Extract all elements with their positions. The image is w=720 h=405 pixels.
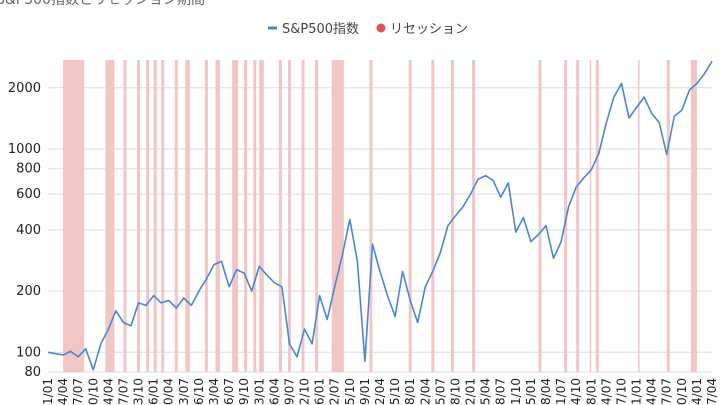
x-tick-label: 9/01 xyxy=(358,378,372,405)
recession-band xyxy=(185,60,190,372)
recession-band xyxy=(595,60,599,372)
x-tick-label: 1/07 xyxy=(554,378,568,405)
recession-band xyxy=(153,60,157,372)
recession-band xyxy=(301,60,305,372)
x-tick-label: 7/07 xyxy=(71,378,85,405)
x-tick-label: 4/04 xyxy=(645,378,659,405)
recession-band xyxy=(369,60,373,372)
y-tick-label: 1000 xyxy=(8,142,41,157)
series-line-0 xyxy=(47,60,713,371)
x-tick-label: 6/10 xyxy=(192,378,206,405)
chart-title: S&P500指数とリセッション期間 xyxy=(0,0,205,8)
x-tick-label: 0/04 xyxy=(162,378,176,405)
x-tick-label: 2/04 xyxy=(373,378,387,405)
recession-band xyxy=(472,60,476,372)
y-tick-label: 80 xyxy=(24,365,41,380)
x-tick-label: 5/01 xyxy=(524,378,538,405)
legend-label-1: リセッション xyxy=(390,22,468,37)
x-tick-label: 8/01 xyxy=(584,378,598,405)
x-tick-label: 7/04 xyxy=(705,378,719,405)
x-axis-ticks: 1/01 4/04 7/07 0/10 4/04 7/07 3/10 6/01 0/04 3/07… xyxy=(41,378,719,405)
recession-band xyxy=(204,60,208,372)
recession-band xyxy=(232,60,239,372)
x-tick-label: 9/10 xyxy=(237,378,251,405)
x-tick-label: 1/01 xyxy=(630,378,644,405)
x-tick-label: 0/10 xyxy=(86,378,100,405)
x-tick-label: 5/04 xyxy=(479,378,493,405)
recession-band xyxy=(253,60,257,372)
x-tick-label: 7/07 xyxy=(116,378,130,405)
x-tick-label: 1/01 xyxy=(41,378,55,405)
x-tick-label: 6/01 xyxy=(313,378,327,405)
recession-band xyxy=(331,60,344,372)
recession-band xyxy=(161,60,165,372)
x-tick-label: 4/01 xyxy=(690,378,704,405)
y-tick-label: 600 xyxy=(16,187,41,202)
recession-band xyxy=(244,60,248,372)
y-tick-label: 800 xyxy=(16,162,41,177)
recession-band xyxy=(666,60,670,372)
legend-label-0: S&P500指数 xyxy=(282,22,359,37)
recession-bands xyxy=(63,60,697,372)
recession-band xyxy=(259,60,264,372)
y-tick-label: 400 xyxy=(16,223,41,238)
x-tick-label: 7/07 xyxy=(660,378,674,405)
recession-band xyxy=(63,60,85,372)
x-tick-label: 1/10 xyxy=(509,378,523,405)
recession-band xyxy=(215,60,221,372)
recession-band xyxy=(538,60,542,372)
legend-marker-1 xyxy=(376,23,386,33)
recession-band xyxy=(123,60,127,372)
x-tick-label: 3/07 xyxy=(177,378,191,405)
recession-band xyxy=(638,60,640,372)
series-layer xyxy=(47,60,713,371)
recession-band xyxy=(146,60,150,372)
x-tick-label: 8/10 xyxy=(448,378,462,405)
x-tick-label: 9/07 xyxy=(282,378,296,405)
recession-band xyxy=(576,60,580,372)
x-tick-label: 4/04 xyxy=(56,378,70,405)
x-tick-label: 3/01 xyxy=(252,378,266,405)
recession-band xyxy=(105,60,115,372)
recession-band xyxy=(408,60,412,372)
x-tick-label: 7/10 xyxy=(614,378,628,405)
x-tick-label: 2/01 xyxy=(464,378,478,405)
recession-band xyxy=(278,60,282,372)
x-tick-label: 2/10 xyxy=(298,378,312,405)
y-tick-label: 200 xyxy=(16,284,41,299)
x-tick-label: 8/04 xyxy=(539,378,553,405)
x-tick-label: 2/04 xyxy=(418,378,432,405)
recession-band xyxy=(137,60,141,372)
y-tick-label: 2000 xyxy=(8,81,41,96)
x-tick-label: 5/10 xyxy=(388,378,402,405)
x-tick-label: 0/10 xyxy=(675,378,689,405)
y-axis-ticks: 80 100 200 400 600 800 1000 2000 xyxy=(8,81,41,380)
legend: S&P500指数 リセッション xyxy=(268,22,468,37)
x-tick-label: 8/01 xyxy=(403,378,417,405)
x-tick-label: 6/07 xyxy=(222,378,236,405)
recession-band xyxy=(174,60,178,372)
x-tick-label: 8/07 xyxy=(494,378,508,405)
x-tick-label: 4/10 xyxy=(569,378,583,405)
x-tick-label: 5/07 xyxy=(433,378,447,405)
x-tick-label: 6/04 xyxy=(267,378,281,405)
recession-band xyxy=(450,60,454,372)
recession-band xyxy=(287,60,291,372)
x-tick-label: 2/07 xyxy=(328,378,342,405)
grid xyxy=(48,87,712,373)
recession-band xyxy=(431,60,435,372)
x-tick-label: 4/04 xyxy=(101,378,115,405)
x-tick-label: 3/04 xyxy=(207,378,221,405)
x-tick-label: 5/10 xyxy=(343,378,357,405)
x-tick-label: 4/07 xyxy=(599,378,613,405)
recession-band xyxy=(589,60,592,372)
x-tick-label: 3/10 xyxy=(132,378,146,405)
x-tick-label: 6/01 xyxy=(147,378,161,405)
recession-band xyxy=(315,60,319,372)
y-tick-label: 100 xyxy=(16,345,41,360)
recession-band xyxy=(564,60,568,372)
recession-band xyxy=(690,60,697,372)
